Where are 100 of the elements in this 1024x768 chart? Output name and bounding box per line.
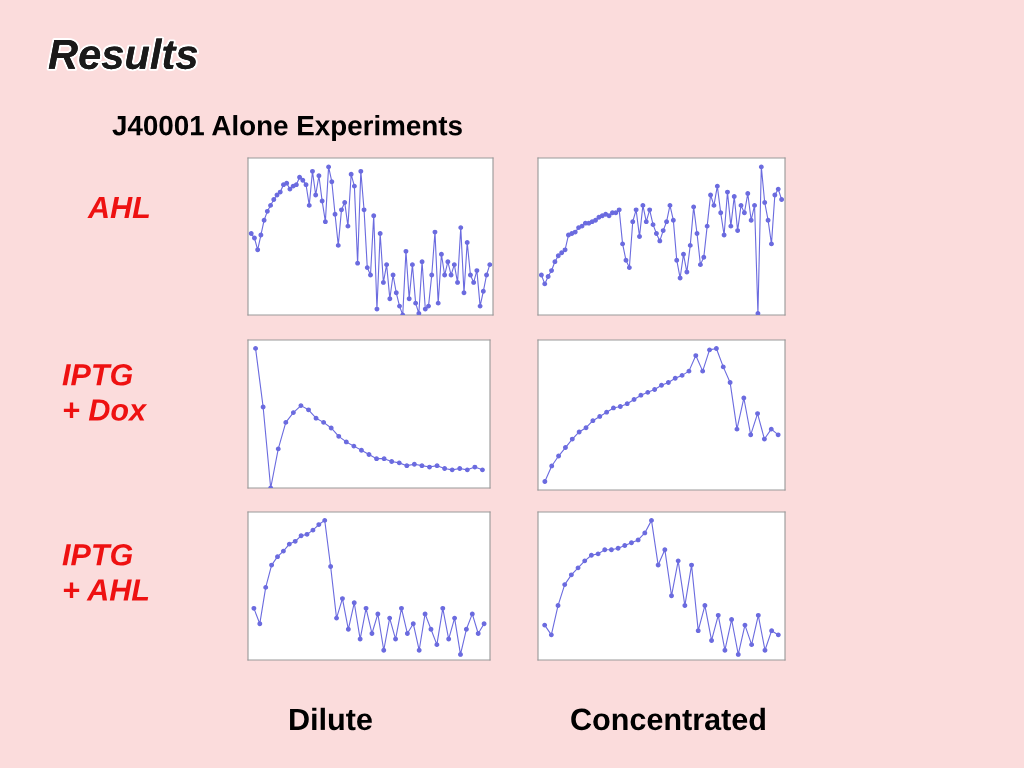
point xyxy=(374,456,379,462)
point xyxy=(665,380,671,385)
point xyxy=(481,621,487,627)
point xyxy=(275,554,280,560)
point xyxy=(748,432,754,438)
point xyxy=(563,445,568,450)
point xyxy=(775,632,781,638)
text: Results xyxy=(48,38,198,70)
point xyxy=(742,622,748,628)
point xyxy=(617,404,623,409)
text: IPTG + Dox xyxy=(62,364,148,421)
point xyxy=(381,647,387,653)
point xyxy=(655,562,661,568)
point xyxy=(715,612,721,618)
point xyxy=(427,464,432,470)
point xyxy=(604,409,610,415)
point xyxy=(720,364,726,370)
point xyxy=(306,407,311,413)
point xyxy=(304,531,310,537)
point xyxy=(257,621,263,627)
point xyxy=(638,392,644,398)
point xyxy=(642,530,648,536)
point xyxy=(345,626,351,632)
point xyxy=(611,405,616,411)
point xyxy=(556,453,562,459)
point xyxy=(449,467,455,473)
point xyxy=(749,642,755,648)
point xyxy=(251,605,257,611)
point xyxy=(375,611,381,617)
point xyxy=(700,368,706,374)
point xyxy=(399,605,404,611)
point xyxy=(292,538,298,544)
point xyxy=(568,572,574,578)
point xyxy=(762,647,768,653)
point xyxy=(624,401,630,407)
point xyxy=(393,636,398,642)
point xyxy=(675,558,681,564)
point xyxy=(761,436,767,442)
text: AHL xyxy=(87,196,149,218)
point xyxy=(555,603,561,608)
point xyxy=(741,395,747,401)
point xyxy=(434,642,440,648)
point xyxy=(702,603,708,608)
point xyxy=(631,397,637,402)
text: IPTG + AHL xyxy=(62,544,149,601)
point xyxy=(775,432,781,438)
point xyxy=(672,375,678,381)
text: J40001 Alone Experiments xyxy=(112,115,462,141)
point xyxy=(590,418,596,424)
point xyxy=(562,582,568,588)
point xyxy=(597,413,603,419)
point xyxy=(253,345,258,351)
point xyxy=(635,537,641,543)
point xyxy=(440,605,446,611)
point xyxy=(458,651,463,657)
point xyxy=(343,439,349,445)
point xyxy=(588,552,594,558)
point xyxy=(260,404,266,410)
point xyxy=(404,631,410,636)
point xyxy=(602,547,608,553)
point xyxy=(321,419,327,425)
point xyxy=(322,517,328,523)
point xyxy=(463,626,469,632)
point xyxy=(351,600,357,606)
point xyxy=(569,436,575,442)
point xyxy=(713,346,719,351)
point xyxy=(595,551,601,557)
point xyxy=(316,522,322,527)
point xyxy=(549,463,555,469)
point xyxy=(298,403,304,409)
point xyxy=(442,466,448,471)
point xyxy=(469,611,475,617)
point xyxy=(328,564,334,569)
point xyxy=(328,425,334,431)
point xyxy=(457,466,463,471)
point xyxy=(310,527,316,533)
point xyxy=(269,562,275,568)
point xyxy=(686,368,692,374)
point xyxy=(735,651,741,657)
point xyxy=(404,463,410,469)
point xyxy=(369,631,375,636)
point xyxy=(419,463,425,469)
point xyxy=(629,540,634,546)
point xyxy=(263,584,269,590)
point xyxy=(389,459,395,464)
point xyxy=(363,605,369,611)
point xyxy=(428,626,434,632)
point xyxy=(351,443,357,449)
point xyxy=(734,426,740,432)
point xyxy=(679,372,685,378)
point xyxy=(396,460,402,466)
point xyxy=(480,467,485,473)
point xyxy=(283,419,289,425)
point xyxy=(575,565,581,571)
point xyxy=(659,382,664,388)
point xyxy=(727,380,733,385)
point xyxy=(615,545,621,551)
point xyxy=(682,603,688,608)
point xyxy=(359,447,364,453)
point xyxy=(649,517,654,523)
